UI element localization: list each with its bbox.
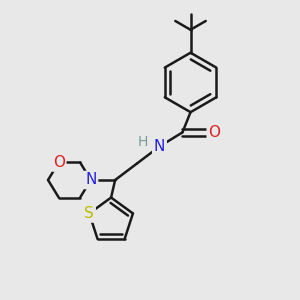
Text: N: N bbox=[154, 139, 165, 154]
Text: S: S bbox=[84, 206, 94, 221]
Text: H: H bbox=[137, 135, 148, 148]
Text: O: O bbox=[53, 155, 65, 170]
Text: N: N bbox=[85, 172, 97, 188]
Text: O: O bbox=[208, 125, 220, 140]
